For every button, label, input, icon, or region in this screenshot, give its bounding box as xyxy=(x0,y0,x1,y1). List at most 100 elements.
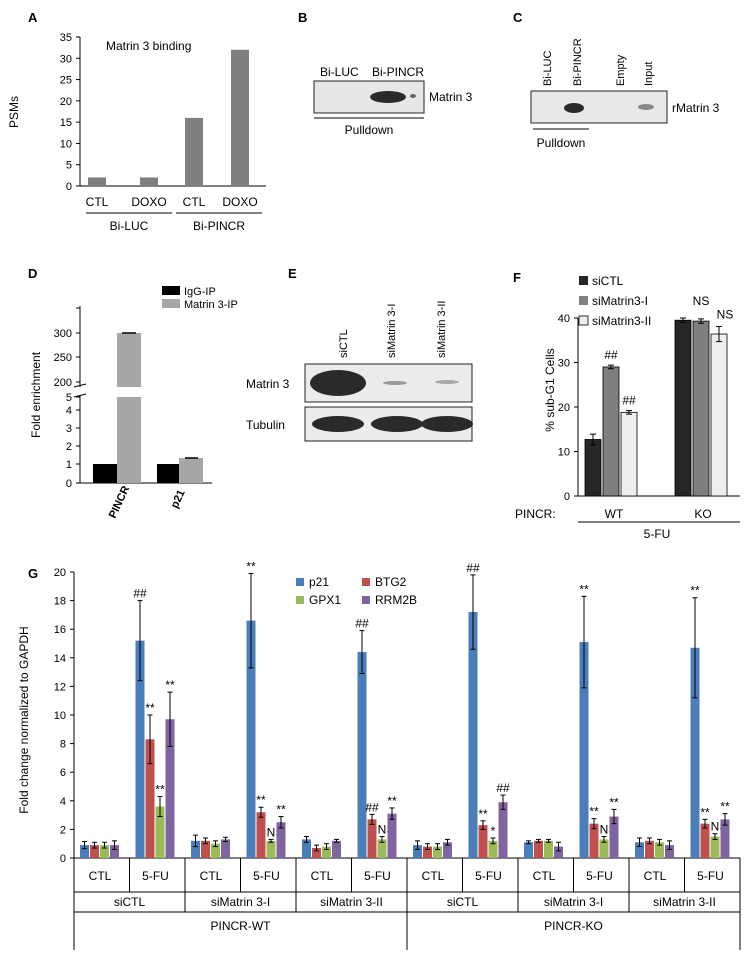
panel-g-annotation: * xyxy=(491,824,496,838)
panel-letter-f: F xyxy=(513,270,521,285)
panel-g-bar xyxy=(665,845,674,858)
panel-a: PSMs Matrin 3 binding 0 5 10 15 20 25 30 35 CTL… xyxy=(7,32,266,233)
panel-g-annotation: ## xyxy=(355,617,369,631)
panel-g-legend-label: p21 xyxy=(309,575,329,589)
panel-g-bar xyxy=(423,846,432,858)
panel-a-category-label: DOXO xyxy=(131,195,166,209)
panel-a-ytick-label: 15 xyxy=(60,117,72,129)
panel-g-ytick-label: 16 xyxy=(54,624,66,636)
panel-g-bar xyxy=(468,612,478,858)
panel-g-ylabel: Fold change normalized to GAPDH xyxy=(17,626,31,813)
panel-g-annotation: ** xyxy=(579,582,589,596)
panel-f-ytick-label: 30 xyxy=(558,358,570,370)
panel-b-band xyxy=(370,91,406,103)
panel-e-lane-2: siMatrin 3-I xyxy=(386,304,398,358)
panel-g-si-group-label: siMatrin 3-I xyxy=(544,895,603,909)
panel-f-ytick-label: 0 xyxy=(564,491,570,503)
panel-g-annotation: ** xyxy=(478,807,488,821)
panel-c-lane-1: Bi-LUC xyxy=(542,50,554,86)
panel-e-band-tubulin-1 xyxy=(312,416,364,432)
panel-g-bar xyxy=(191,840,200,858)
panel-g-bar xyxy=(599,839,609,858)
panel-d-ytick-label: 5 xyxy=(66,392,72,404)
panel-e-band-sictl xyxy=(310,370,366,396)
panel-d-ytick-label: 3 xyxy=(66,423,72,435)
panel-g-annotation: ** xyxy=(155,783,165,797)
panel-a-title: Matrin 3 binding xyxy=(106,39,191,53)
panel-g-ytick-label: 10 xyxy=(54,710,66,722)
panel-g-category-label: 5-FU xyxy=(475,869,502,883)
panel-g-bar xyxy=(377,839,387,858)
panel-a-ylabel: PSMs xyxy=(7,96,21,128)
panel-g-bar xyxy=(155,806,165,858)
panel-a-ytick-label: 25 xyxy=(60,75,72,87)
panel-g-annotation: ** xyxy=(256,793,266,807)
panel-b-footer: Pulldown xyxy=(345,123,394,137)
panel-a-bar xyxy=(231,49,249,187)
panel-g-bar xyxy=(302,839,311,858)
panel-g-category-label: 5-FU xyxy=(142,869,169,883)
panel-a-ytick-label: 35 xyxy=(60,32,72,44)
panel-a-group-label-1: Bi-LUC xyxy=(110,219,149,233)
panel-g: Fold change normalized to GAPDH 0 2 4 6 8 10 1… xyxy=(17,559,741,950)
panel-a-bar xyxy=(185,117,203,186)
panel-f-bar xyxy=(710,333,728,497)
panel-g-ytick-label: 12 xyxy=(54,681,66,693)
panel-c-band-label: rMatrin 3 xyxy=(672,101,720,115)
panel-g-category-label: CTL xyxy=(644,869,667,883)
panel-g-si-group-label: siMatrin 3-II xyxy=(320,895,383,909)
panel-g-annotation: ** xyxy=(165,678,175,692)
panel-g-bar xyxy=(700,823,710,858)
panel-g-category-label: CTL xyxy=(311,869,334,883)
panel-g-ytick-label: 4 xyxy=(60,796,66,808)
panel-g-annotation: ** xyxy=(720,800,730,814)
panel-g-bar xyxy=(524,842,533,858)
panel-f-legend-label: siCTL xyxy=(592,274,624,288)
panel-g-bar xyxy=(720,819,730,858)
panel-b-blot xyxy=(313,80,425,114)
panel-letter-c: C xyxy=(513,10,523,25)
panel-d-ytick-label: 1 xyxy=(66,459,72,471)
panel-g-bar xyxy=(609,816,619,858)
panel-g-bar xyxy=(710,836,720,858)
panel-g-category-label: CTL xyxy=(422,869,445,883)
panel-f-annotation: NS xyxy=(717,307,734,321)
bar-p21-matrin xyxy=(179,458,203,483)
panel-g-category-label: 5-FU xyxy=(364,869,391,883)
legend-label-matrin: Matrin 3-IP xyxy=(184,299,238,311)
panel-g-bar xyxy=(266,840,276,858)
panel-g-si-group-label: siCTL xyxy=(114,895,146,909)
panel-g-category-label: 5-FU xyxy=(697,869,724,883)
panel-g-bar xyxy=(690,647,700,858)
panel-g-bar xyxy=(110,845,119,858)
panel-g-annotation: ## xyxy=(365,800,379,814)
panel-g-ytick-label: 2 xyxy=(60,824,66,836)
panel-f-bar xyxy=(674,319,692,497)
panel-b: Bi-LUC Bi-PINCR Matrin 3 Pulldown xyxy=(313,65,473,137)
panel-g-legend-label: BTG2 xyxy=(375,575,407,589)
panel-f-treatment: 5-FU xyxy=(644,527,671,541)
panel-g-bar xyxy=(256,812,266,858)
panel-b-band-label: Matrin 3 xyxy=(429,90,473,104)
panel-d-ytick-label: 300 xyxy=(54,328,72,340)
panel-c: Bi-LUC Bi-PINCR Empty Input rMatrin 3 Pu… xyxy=(530,38,720,150)
panel-f-bar xyxy=(620,411,638,497)
panel-g-category-label: CTL xyxy=(89,869,112,883)
panel-f-annotation: ## xyxy=(604,348,618,362)
panel-c-footer: Pulldown xyxy=(537,136,586,150)
panel-g-category-label: 5-FU xyxy=(253,869,280,883)
legend-swatch-igg xyxy=(162,286,180,295)
panel-g-bar xyxy=(201,840,210,858)
panel-g-bar xyxy=(645,840,654,858)
panel-a-ytick-label: 0 xyxy=(66,181,72,193)
panel-f-annotation: NS xyxy=(693,294,710,308)
panel-g-bar xyxy=(488,840,498,858)
panel-d-cat-pincr: PINCR xyxy=(107,484,132,520)
panel-letter-b: B xyxy=(298,10,307,25)
panel-g-legend-label: GPX1 xyxy=(309,593,341,607)
panel-e: siCTL siMatrin 3-I siMatrin 3-II Matrin … xyxy=(246,301,473,442)
panel-f-ytick-label: 40 xyxy=(558,313,570,325)
panel-g-si-group-label: siMatrin 3-I xyxy=(211,895,270,909)
panel-g-bar xyxy=(165,719,175,858)
